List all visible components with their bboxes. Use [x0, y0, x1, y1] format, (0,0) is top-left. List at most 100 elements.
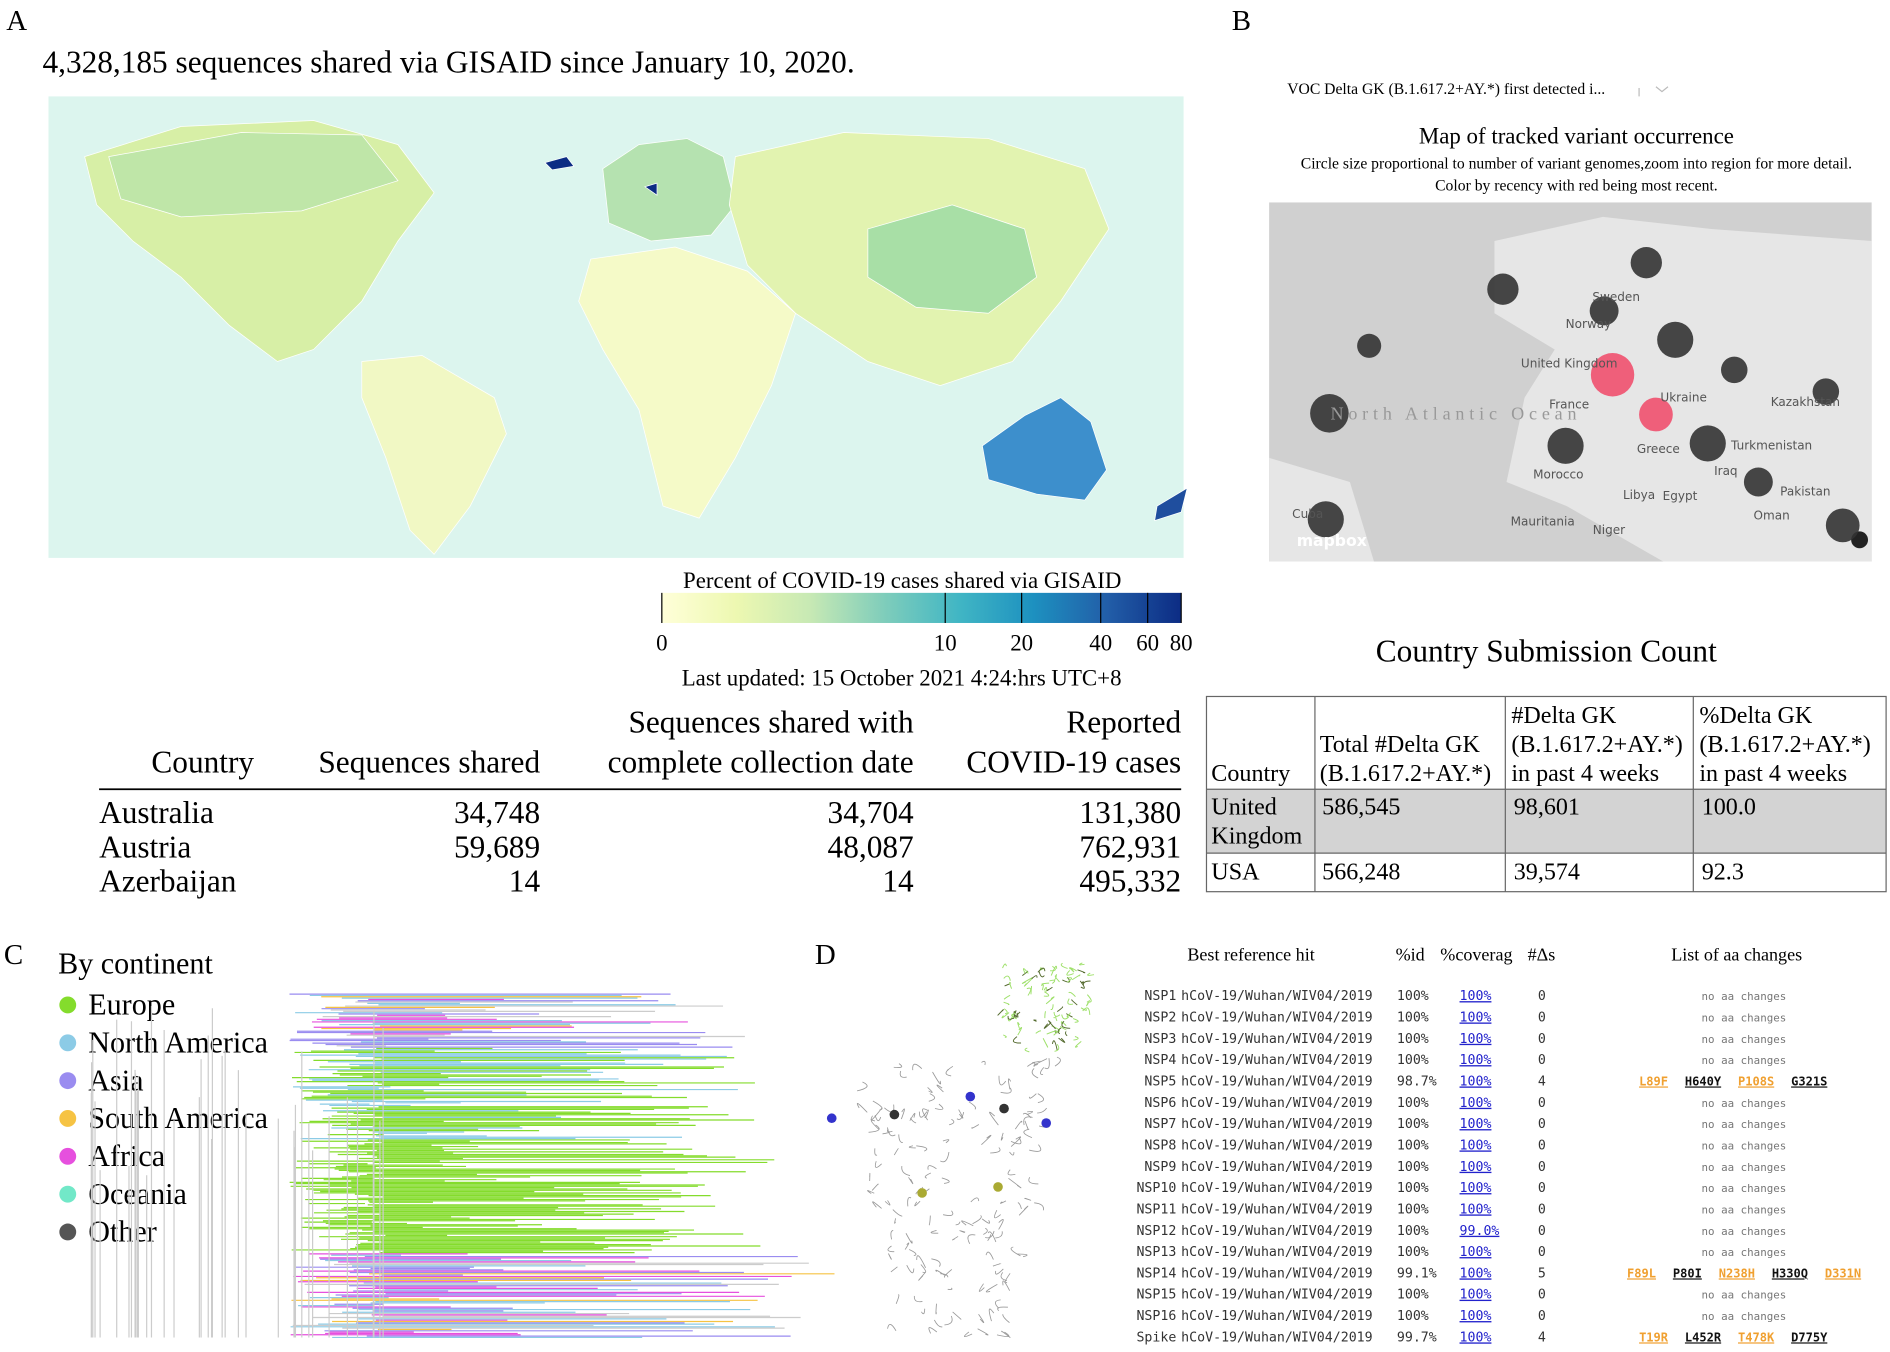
colorbar — [661, 592, 1182, 623]
percent-coverage[interactable]: 100% — [1460, 1010, 1492, 1025]
backbone-highlight — [1050, 965, 1058, 976]
backbone — [1032, 1060, 1041, 1064]
percent-coverage[interactable]: 100% — [1460, 1309, 1492, 1324]
column-header: Best reference hit — [1187, 944, 1314, 964]
backbone — [898, 1134, 903, 1143]
backbone — [924, 1172, 931, 1179]
backbone — [918, 1111, 928, 1118]
backbone — [985, 1283, 998, 1293]
table-cell: United — [1211, 795, 1277, 821]
backbone — [977, 1328, 989, 1336]
backbone-highlight — [1004, 983, 1010, 987]
backbone — [856, 1081, 868, 1092]
panel-label: C — [4, 939, 23, 971]
delta-count: 0 — [1538, 1032, 1546, 1047]
delta-count: 0 — [1538, 1181, 1546, 1196]
backbone-highlight — [1013, 1010, 1021, 1017]
percent-coverage[interactable]: 100% — [1460, 1181, 1492, 1196]
backbone — [956, 1111, 965, 1120]
percent-id: 100% — [1397, 989, 1429, 1004]
backbone — [893, 1063, 903, 1068]
aa-changes: no aa changes — [1702, 1182, 1787, 1195]
percent-id: 100% — [1397, 1181, 1429, 1196]
reference: hCoV-19/Wuhan/WIV04/2019 — [1181, 1309, 1372, 1324]
variant-dropdown[interactable]: VOC Delta GK (B.1.617.2+AY.*) first dete… — [1287, 81, 1605, 98]
backbone — [901, 1166, 911, 1176]
protein: NSP6 — [1144, 1096, 1176, 1111]
percent-coverage[interactable]: 100% — [1460, 1117, 1492, 1132]
map-label: Norway — [1566, 317, 1612, 331]
backbone — [907, 1197, 912, 1207]
reference: hCoV-19/Wuhan/WIV04/2019 — [1181, 1224, 1372, 1239]
backbone-highlight — [1069, 967, 1077, 973]
backbone-highlight — [1003, 1034, 1007, 1038]
percent-coverage[interactable]: 100% — [1460, 1138, 1492, 1153]
map-label: Mauritania — [1511, 514, 1575, 528]
backbone — [870, 1108, 883, 1121]
colorbar-tick-label: 10 — [934, 631, 957, 656]
percent-coverage[interactable]: 100% — [1460, 1032, 1492, 1047]
percent-coverage[interactable]: 100% — [1460, 1053, 1492, 1068]
percent-coverage[interactable]: 100% — [1460, 989, 1492, 1004]
percent-coverage[interactable]: 100% — [1460, 1202, 1492, 1217]
table-header: (B.1.617.2+AY.*) — [1320, 761, 1491, 787]
map-label: Cuba — [1292, 507, 1323, 521]
backbone — [1044, 1058, 1050, 1070]
table-header: Sequences shared — [318, 744, 540, 779]
aa-change: T478K — [1738, 1330, 1775, 1344]
percent-coverage[interactable]: 100% — [1460, 1074, 1492, 1089]
dropdown-arrow[interactable] — [1655, 86, 1669, 93]
legend-swatch — [59, 1034, 77, 1052]
land — [1494, 216, 1872, 562]
percent-coverage[interactable]: 100% — [1460, 1330, 1492, 1345]
variant-circle — [1743, 467, 1773, 497]
percent-id: 100% — [1397, 1288, 1429, 1303]
backbone-highlight — [1003, 1001, 1010, 1006]
backbone — [920, 1264, 927, 1273]
backbone — [867, 1190, 875, 1194]
backbone — [912, 1063, 923, 1071]
protein: NSP12 — [1136, 1224, 1176, 1239]
percent-coverage[interactable]: 100% — [1460, 1288, 1492, 1303]
backbone — [981, 1134, 992, 1145]
backbone — [930, 1230, 939, 1234]
backbone — [945, 1065, 954, 1077]
backbone-highlight — [1051, 1040, 1058, 1051]
backbone-highlight — [1026, 987, 1032, 996]
colorbar-tick-label: 80 — [1170, 631, 1193, 656]
delta-count: 4 — [1538, 1330, 1546, 1345]
headline: 4,328,185 sequences shared via GISAID si… — [42, 44, 854, 79]
table-cell: 131,380 — [1079, 795, 1181, 830]
aa-change: T19R — [1639, 1330, 1669, 1344]
map-title: Map of tracked variant occurrence — [1419, 123, 1734, 148]
backbone — [927, 1087, 933, 1093]
percent-coverage[interactable]: 100% — [1460, 1266, 1492, 1281]
backbone-highlight — [1086, 999, 1090, 1007]
percent-id: 100% — [1397, 1138, 1429, 1153]
legend-entry: Europe — [88, 988, 175, 1022]
aa-change: F89L — [1627, 1266, 1656, 1280]
protein: NSP5 — [1144, 1074, 1176, 1089]
percent-coverage[interactable]: 99.0% — [1460, 1224, 1500, 1239]
backbone — [921, 1308, 926, 1315]
protein: NSP8 — [1144, 1138, 1176, 1153]
backbone-highlight — [1073, 1036, 1079, 1041]
backbone — [934, 1103, 944, 1110]
backbone — [935, 1303, 937, 1315]
reference: hCoV-19/Wuhan/WIV04/2019 — [1181, 1138, 1372, 1153]
backbone — [1004, 1273, 1011, 1284]
backbone-highlight — [1067, 998, 1074, 1005]
backbone — [1000, 1272, 1008, 1281]
backbone — [909, 1112, 916, 1121]
percent-coverage[interactable]: 100% — [1460, 1096, 1492, 1111]
table-cell: 48,087 — [828, 829, 914, 864]
aa-change: G321S — [1791, 1074, 1827, 1088]
last-updated: Last updated: 15 October 2021 4:24:hrs U… — [682, 666, 1122, 691]
backbone — [894, 1218, 897, 1224]
legend-entry: Asia — [88, 1063, 143, 1097]
map-label: Turkmenistan — [1730, 438, 1812, 452]
variant-circle — [1547, 427, 1584, 464]
percent-coverage[interactable]: 100% — [1460, 1160, 1492, 1175]
percent-coverage[interactable]: 100% — [1460, 1245, 1492, 1260]
